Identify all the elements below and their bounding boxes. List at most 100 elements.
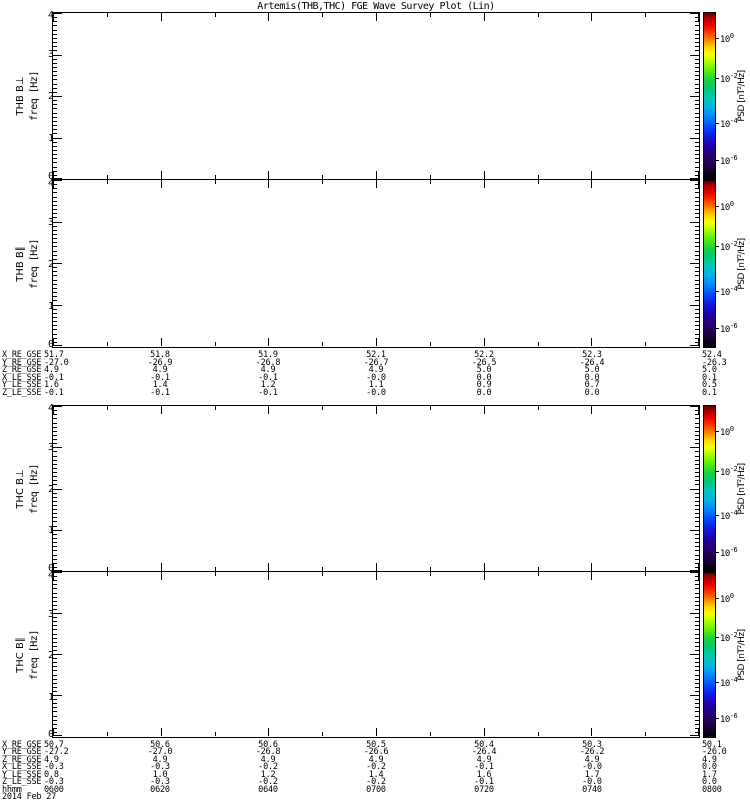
tick-mark — [53, 338, 57, 339]
colorbar-tick — [716, 123, 719, 124]
tick-mark — [53, 263, 62, 264]
tick-mark — [53, 570, 62, 571]
tick-mark — [268, 406, 269, 414]
bot-position-value: 50.7 — [44, 739, 64, 750]
tick-mark — [695, 410, 699, 411]
colorbar-tick-exponent: 0 — [729, 32, 734, 41]
tick-mark — [695, 255, 699, 256]
colorbar-tick-base: 10 — [720, 512, 730, 523]
tick-mark — [53, 222, 62, 223]
tick-mark — [53, 439, 57, 440]
tick-mark — [645, 342, 646, 346]
tick-mark — [430, 567, 431, 571]
y-tick-label: 2 — [47, 483, 54, 495]
colorbar-tick — [716, 431, 719, 432]
tick-mark — [53, 305, 62, 306]
tick-mark — [376, 572, 377, 580]
tick-mark — [690, 55, 699, 56]
tick-mark — [695, 555, 699, 556]
tick-mark — [695, 108, 699, 109]
tick-mark — [695, 129, 699, 130]
colorbar-tick-label: 10-2 — [720, 631, 738, 644]
tick-mark — [268, 180, 269, 188]
colorbar-tick — [716, 718, 719, 719]
tick-mark — [53, 695, 62, 696]
tick-mark — [695, 484, 699, 485]
tick-mark — [53, 125, 57, 126]
bot-position-value: -0.3 — [150, 777, 170, 787]
colorbar-tick — [716, 515, 719, 516]
tick-mark — [695, 675, 699, 676]
tick-mark — [53, 654, 62, 655]
colorbar-tick-exponent: -4 — [729, 116, 738, 125]
tick-mark — [695, 593, 699, 594]
tick-mark — [695, 542, 699, 543]
tick-mark — [695, 146, 699, 147]
tick-mark — [690, 572, 699, 573]
tick-mark — [695, 46, 699, 47]
mid-position-value: -0.0 — [366, 387, 386, 398]
bot-position-value: -0.2 — [258, 777, 278, 787]
tick-mark — [53, 317, 57, 318]
tick-mark — [695, 584, 699, 585]
tick-mark — [268, 13, 269, 21]
tick-mark — [695, 184, 699, 185]
tick-mark — [698, 406, 699, 414]
tick-mark — [53, 280, 57, 281]
tick-mark — [53, 17, 57, 18]
tick-mark — [53, 593, 57, 594]
tick-mark — [53, 246, 57, 247]
colorbar-tick-label: 100 — [720, 32, 734, 45]
tick-mark — [53, 468, 57, 469]
tick-mark — [53, 679, 57, 680]
tick-mark — [484, 180, 485, 188]
colorbar-tick — [716, 682, 719, 683]
tick-mark — [107, 175, 108, 179]
colorbar-tick-base: 10 — [720, 203, 730, 214]
tick-mark — [53, 108, 57, 109]
tick-mark — [695, 59, 699, 60]
tick-mark — [53, 345, 62, 346]
tick-mark — [695, 513, 699, 514]
tick-mark — [268, 728, 269, 736]
tick-mark — [53, 154, 57, 155]
tick-mark — [695, 443, 699, 444]
mid-position-value: -0.1 — [150, 387, 170, 398]
tick-mark — [53, 217, 57, 218]
colorbar-tick-exponent: 0 — [729, 200, 734, 209]
tick-mark — [53, 683, 57, 684]
colorbar-tick — [716, 328, 719, 329]
mid-position-value: -26.3 — [702, 357, 727, 368]
tick-mark — [695, 601, 699, 602]
bot-position-value: -26.4 — [471, 747, 497, 757]
tick-mark — [538, 406, 539, 410]
mid-position-value: -26.7 — [363, 357, 389, 368]
mid-position-value: 0.5 — [702, 380, 717, 390]
tick-mark — [695, 280, 699, 281]
tick-mark — [215, 567, 216, 571]
tick-mark — [53, 580, 57, 581]
tick-mark — [695, 691, 699, 692]
tick-mark — [484, 13, 485, 21]
tick-mark — [695, 493, 699, 494]
y-tick-label: 1 — [47, 133, 54, 144]
bot-position-value: -0.0 — [582, 777, 602, 787]
tick-mark — [695, 679, 699, 680]
tick-mark — [53, 238, 57, 239]
mid-position-row-label: Y_LE_SSE — [2, 380, 42, 390]
tick-mark — [695, 576, 699, 577]
tick-mark — [695, 150, 699, 151]
tick-mark — [53, 550, 57, 551]
tick-mark — [53, 21, 57, 22]
tick-mark — [53, 456, 57, 457]
tick-mark — [53, 658, 57, 659]
tick-mark — [695, 472, 699, 473]
tick-mark — [53, 92, 57, 93]
tick-mark — [695, 505, 699, 506]
tick-mark — [690, 345, 699, 346]
colorbar-tick — [716, 160, 719, 161]
tick-mark — [376, 338, 377, 346]
tick-mark — [645, 567, 646, 571]
tick-mark — [695, 597, 699, 598]
tick-mark — [161, 338, 162, 346]
